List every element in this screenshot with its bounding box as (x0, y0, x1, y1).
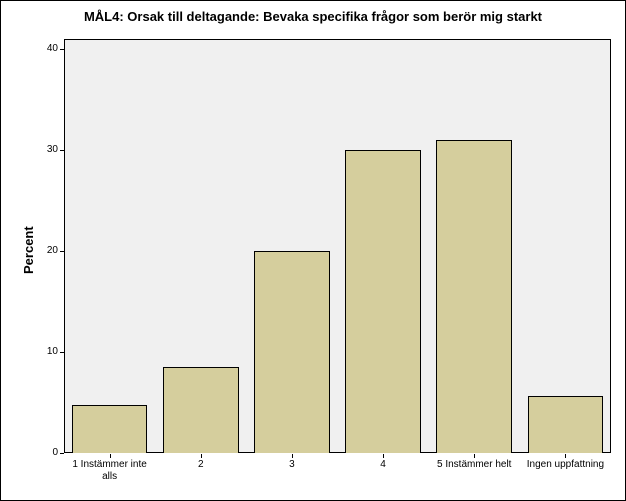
y-tick-mark (60, 352, 64, 353)
bar (345, 150, 421, 453)
bar (163, 367, 239, 453)
bar (254, 251, 330, 453)
bar (436, 140, 512, 453)
x-tick-mark (292, 454, 293, 458)
y-tick-mark (60, 150, 64, 151)
x-tick-label: 4 (338, 459, 429, 471)
x-tick-label: 3 (246, 459, 337, 471)
x-tick-label: Ingen uppfattning (520, 459, 611, 471)
y-tick-label: 0 (30, 447, 58, 458)
y-tick-mark (60, 251, 64, 252)
y-tick-mark (60, 49, 64, 50)
chart-title: MÅL4: Orsak till deltagande: Bevaka spec… (1, 9, 625, 24)
x-tick-mark (383, 454, 384, 458)
y-tick-label: 30 (30, 144, 58, 155)
y-tick-label: 40 (30, 43, 58, 54)
x-tick-mark (474, 454, 475, 458)
x-tick-label: 1 Instämmer inte alls (64, 459, 155, 482)
x-tick-mark (110, 454, 111, 458)
y-tick-mark (60, 453, 64, 454)
y-tick-label: 10 (30, 346, 58, 357)
plot-area (64, 39, 611, 453)
x-tick-label: 2 (155, 459, 246, 471)
x-tick-mark (565, 454, 566, 458)
bar (528, 396, 604, 453)
y-tick-label: 20 (30, 245, 58, 256)
x-tick-mark (201, 454, 202, 458)
chart-container: MÅL4: Orsak till deltagande: Bevaka spec… (0, 0, 626, 501)
bar (72, 405, 148, 453)
x-tick-label: 5 Instämmer helt (429, 459, 520, 471)
